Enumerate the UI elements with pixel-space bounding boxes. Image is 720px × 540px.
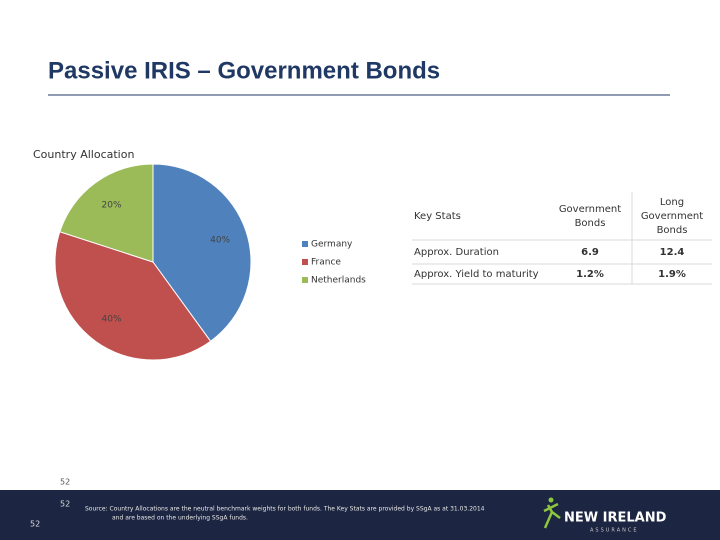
- pie-slice: [152, 163, 252, 342]
- legend-swatch: [302, 259, 308, 265]
- data-label: 20%: [102, 200, 122, 210]
- legend: Germany France Netherlands: [302, 240, 366, 286]
- data-label: 40%: [210, 236, 230, 246]
- footer-bar: [0, 490, 720, 540]
- legend-label: France: [311, 258, 341, 268]
- logo-icon: [548, 497, 554, 503]
- table-cell: 6.9: [581, 247, 599, 258]
- source-note: and are based on the underlying SSgA fun…: [112, 515, 248, 522]
- logo: NEW IRELAND ASSURANCE: [543, 497, 667, 534]
- page-number: 52: [60, 500, 70, 509]
- data-label: 40%: [102, 315, 122, 325]
- slide-title: Passive IRIS – Government Bonds: [48, 57, 440, 84]
- pie-slice: [54, 231, 212, 361]
- page-number: 52: [60, 478, 70, 487]
- legend-swatch: [302, 277, 308, 283]
- table-cell: 1.9%: [658, 269, 686, 280]
- table-header-cell: Long Government Bonds: [641, 197, 703, 236]
- table-header-cell: Government Bonds: [559, 204, 621, 229]
- chart-title: Country Allocation: [33, 148, 134, 161]
- logo-text: NEW IRELAND: [564, 511, 667, 526]
- logo-icon: [543, 502, 561, 529]
- key-stats-table: Key Stats Government Bonds Long Government Bo…: [412, 192, 712, 285]
- pie-chart: 40% 40% 20%: [54, 163, 252, 361]
- legend-label: Germany: [311, 240, 353, 250]
- table-cell: 12.4: [660, 247, 685, 258]
- table-cell: Approx. Duration: [414, 247, 499, 258]
- table-cell: 1.2%: [576, 269, 604, 280]
- table-cell: Approx. Yield to maturity: [414, 269, 539, 280]
- table-cell: Key Stats: [414, 211, 461, 222]
- pie-slice: [59, 163, 154, 263]
- legend-label: Netherlands: [311, 276, 366, 286]
- logo-subtext: ASSURANCE: [590, 528, 639, 534]
- legend-swatch: [302, 241, 308, 247]
- page-number: 52: [30, 520, 40, 529]
- source-note: Source: Country Allocations are the neut…: [85, 506, 485, 513]
